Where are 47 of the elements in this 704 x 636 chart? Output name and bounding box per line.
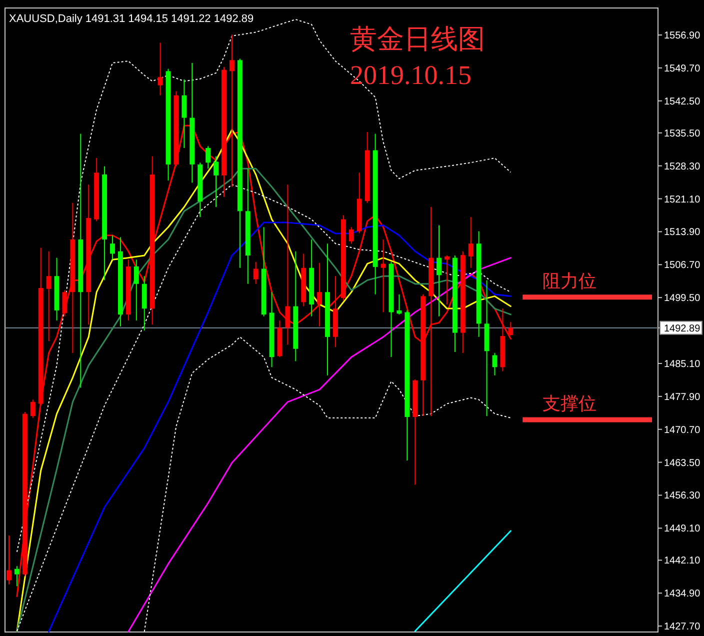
- y-tick-label: 1470.70: [664, 424, 701, 436]
- candlestick: [6, 534, 12, 585]
- line-series: [144, 336, 512, 632]
- candlestick: [110, 234, 115, 260]
- annotation: XAUUSD,Daily 1491.31 1494.15 1491.22 1492.89: [9, 13, 254, 25]
- y-tick-label: 1492.89: [664, 323, 701, 334]
- candlestick: [468, 216, 474, 268]
- candlestick: [206, 146, 211, 170]
- y-tick-label: 1506.70: [664, 260, 701, 272]
- y-tick-label: 1427.70: [664, 622, 701, 633]
- candlestick: [348, 226, 354, 244]
- y-tick-label: 1499.50: [664, 293, 701, 304]
- candlestick: [380, 238, 386, 313]
- candlestick: [285, 184, 290, 346]
- candlestick: [14, 566, 20, 587]
- y-tick-label: 1442.10: [664, 556, 701, 567]
- y-tick-label: 1556.90: [664, 30, 701, 42]
- line-series: [128, 257, 512, 632]
- candlestick: [62, 290, 68, 317]
- text: 黄金日线图: [350, 24, 485, 54]
- y-tick-label: 1521.10: [664, 194, 701, 206]
- candlestick: [492, 352, 498, 376]
- candlestick: [134, 259, 139, 321]
- y-tick-label: 1463.50: [664, 458, 701, 469]
- y-tick-label: 1434.90: [664, 588, 701, 600]
- y-tick-label: 1477.90: [664, 392, 701, 403]
- candlestick: [396, 294, 402, 316]
- candlestick: [253, 261, 258, 284]
- ref-line-label: 支撑位: [542, 394, 597, 414]
- y-tick-label: 1449.10: [664, 524, 701, 535]
- text: 2019.10.15: [350, 60, 472, 90]
- candlestick: [444, 254, 450, 305]
- y-tick-label: 1528.30: [664, 161, 701, 172]
- y-tick-label: 1456.30: [664, 490, 701, 502]
- y-tick-label: 1542.50: [664, 96, 701, 108]
- candlestick: [214, 156, 218, 208]
- candlestick: [30, 399, 36, 418]
- y-tick-label: 1485.10: [664, 358, 701, 370]
- y-tick-label: 1513.90: [664, 227, 701, 238]
- candlestick: [46, 250, 52, 342]
- ref-line-label: 阻力位: [542, 271, 597, 292]
- candlestick: [158, 42, 163, 96]
- candlestick: [436, 224, 442, 317]
- y-tick-label: 1549.70: [664, 63, 701, 74]
- candlestick: [182, 78, 187, 148]
- y-tick-label: 1535.50: [664, 128, 701, 140]
- candlestick: [317, 262, 322, 327]
